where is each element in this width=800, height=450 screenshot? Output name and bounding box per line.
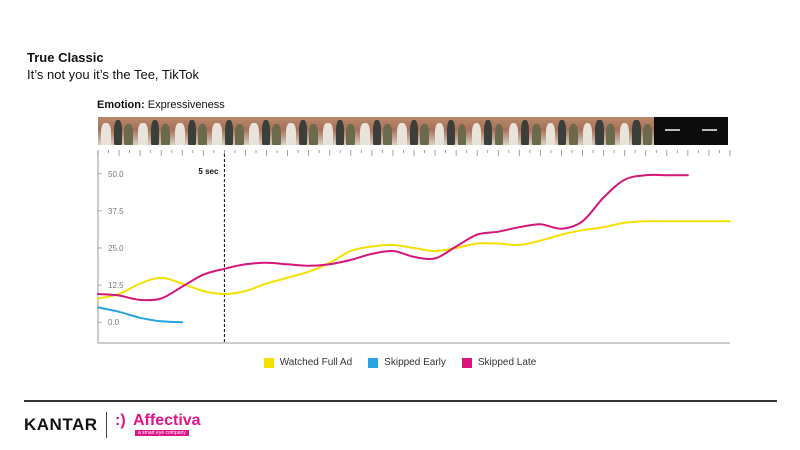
- video-thumbnail: [283, 117, 321, 145]
- chart-legend: Watched Full Ad Skipped Early Skipped La…: [0, 357, 800, 368]
- video-thumbnail: [98, 117, 136, 145]
- video-thumbnail: [357, 117, 395, 145]
- affectiva-logo: Affectiva: [133, 412, 201, 429]
- logo-separator: [106, 412, 107, 438]
- legend-swatch: [461, 357, 472, 368]
- video-thumbnail: [172, 117, 210, 145]
- footer-divider: [24, 400, 777, 402]
- legend-item-watched-full-ad: Watched Full Ad: [263, 357, 353, 368]
- emotion-value: Expressiveness: [147, 99, 225, 111]
- kantar-logo: KANTAR: [24, 415, 98, 434]
- emotion-heading: Emotion: Expressiveness: [97, 99, 225, 111]
- video-thumbnail: [542, 117, 580, 145]
- legend-label: Watched Full Ad: [279, 357, 353, 368]
- affectiva-tagline: a smart eye company: [135, 430, 189, 436]
- series-line-skipped-late: [97, 173, 689, 302]
- video-thumbnail: [468, 117, 506, 145]
- video-thumbnail: [579, 117, 617, 145]
- legend-label: Skipped Early: [384, 357, 446, 368]
- video-thumbnail-strip[interactable]: [98, 117, 729, 145]
- video-thumbnail: [135, 117, 173, 145]
- legend-item-skipped-late: Skipped Late: [461, 357, 537, 368]
- y-tick-label: 12.5: [108, 281, 124, 290]
- series-line-watched-full-ad: [97, 220, 731, 300]
- legend-item-skipped-early: Skipped Early: [368, 357, 446, 368]
- video-thumbnail: [616, 117, 654, 145]
- affectiva-logo-mark: :): [115, 412, 126, 429]
- emotion-label: Emotion:: [97, 99, 145, 111]
- video-thumbnail: [246, 117, 284, 145]
- video-thumbnail: [394, 117, 432, 145]
- y-tick-label: 25.0: [108, 244, 124, 253]
- video-thumbnail: [431, 117, 469, 145]
- page-title: True Classic: [27, 50, 104, 65]
- video-thumbnail: [209, 117, 247, 145]
- legend-swatch: [263, 357, 274, 368]
- legend-swatch: [368, 357, 379, 368]
- video-thumbnail: [505, 117, 543, 145]
- five-second-marker-label: 5 sec: [198, 167, 219, 176]
- series-line-skipped-early: [97, 306, 184, 324]
- y-tick-label: 50.0: [108, 170, 124, 179]
- page-subtitle: It’s not you it’s the Tee, TikTok: [27, 67, 199, 82]
- video-thumbnail: [320, 117, 358, 145]
- video-thumbnail: [691, 117, 729, 145]
- legend-label: Skipped Late: [477, 357, 537, 368]
- video-thumbnail: [653, 117, 691, 145]
- y-tick-label: 0.0: [108, 318, 120, 327]
- y-tick-label: 37.5: [108, 207, 124, 216]
